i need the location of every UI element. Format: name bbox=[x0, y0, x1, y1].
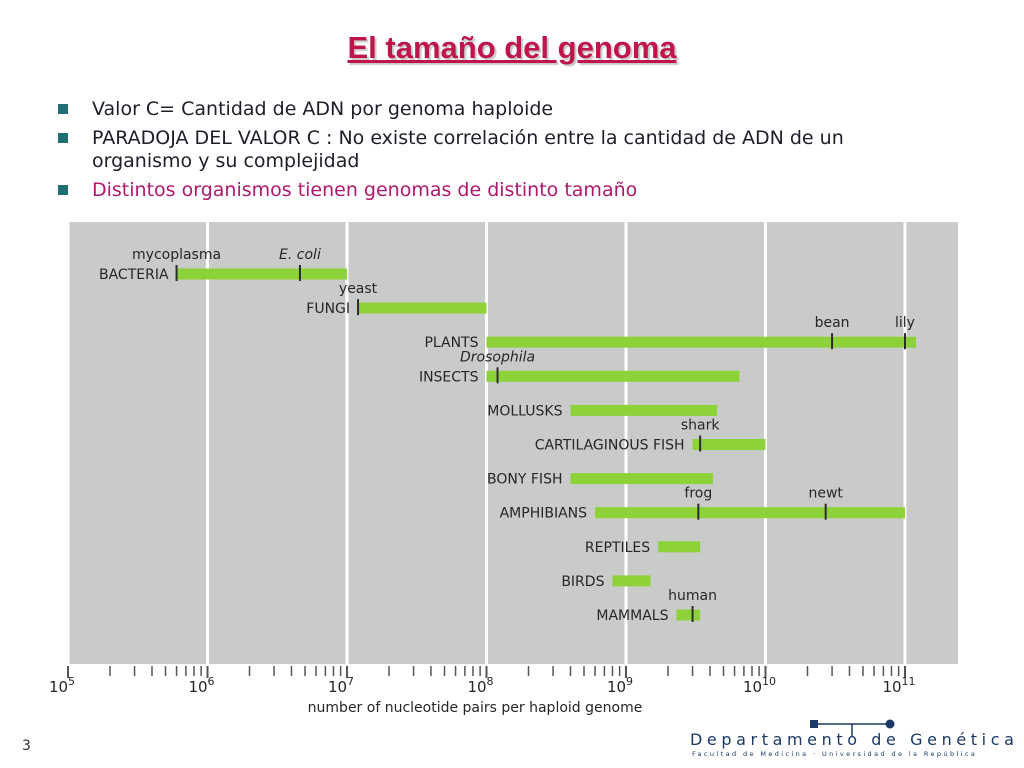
category-label: BONY FISH bbox=[487, 472, 562, 488]
range-bar bbox=[176, 268, 347, 280]
category-label: MAMMALS bbox=[596, 608, 668, 624]
range-bar bbox=[570, 473, 713, 485]
bullet-text: Valor C= Cantidad de ADN por genoma hapl… bbox=[92, 98, 554, 120]
bullet-list: Valor C= Cantidad de ADN por genoma hapl… bbox=[58, 98, 938, 208]
range-bar bbox=[612, 575, 651, 587]
marker-label: E. coli bbox=[279, 247, 321, 263]
category-label: CARTILAGINOUS FISH bbox=[535, 438, 685, 454]
marker-label: human bbox=[668, 588, 717, 604]
range-bar bbox=[570, 404, 718, 416]
department-subtitle: Facultad de Medicina · Universidad de la… bbox=[692, 750, 978, 758]
category-label: REPTILES bbox=[585, 540, 650, 556]
plot-background bbox=[68, 222, 958, 664]
bullet-item: Distintos organismos tienen genomas de d… bbox=[58, 179, 938, 202]
marker-label: newt bbox=[808, 486, 843, 502]
x-tick-label: 1011 bbox=[882, 675, 915, 696]
marker-label: lily bbox=[895, 315, 915, 331]
category-label: FUNGI bbox=[306, 301, 350, 317]
range-bar bbox=[486, 336, 917, 348]
x-tick-label: 109 bbox=[607, 675, 633, 696]
bullet-text: PARADOJA DEL VALOR C : No existe correla… bbox=[92, 127, 844, 172]
department-logo-icon bbox=[810, 719, 895, 736]
slide-title: El tamaño del genoma bbox=[347, 30, 677, 65]
category-label: MOLLUSKS bbox=[487, 403, 562, 419]
x-tick-label: 108 bbox=[467, 675, 493, 696]
x-tick-label: 1010 bbox=[743, 675, 776, 696]
bullet-square-icon bbox=[58, 185, 68, 195]
range-bar bbox=[692, 439, 766, 450]
marker-label: frog bbox=[684, 486, 712, 502]
range-bar bbox=[358, 302, 487, 314]
marker-label: yeast bbox=[339, 281, 378, 297]
category-label: BIRDS bbox=[561, 574, 604, 590]
category-label: PLANTS bbox=[424, 335, 478, 351]
category-label: INSECTS bbox=[419, 369, 479, 385]
x-tick-label: 107 bbox=[328, 675, 354, 696]
x-tick-label: 106 bbox=[188, 675, 214, 696]
bullet-square-icon bbox=[58, 133, 68, 143]
x-tick-label: 105 bbox=[49, 675, 75, 696]
range-bar bbox=[595, 507, 905, 519]
bullet-item: PARADOJA DEL VALOR C : No existe correla… bbox=[58, 127, 938, 173]
range-bar bbox=[658, 541, 701, 553]
marker-label: bean bbox=[815, 315, 850, 331]
bullet-text: Distintos organismos tienen genomas de d… bbox=[92, 179, 638, 201]
bullet-square-icon bbox=[58, 104, 68, 114]
bullet-item: Valor C= Cantidad de ADN por genoma hapl… bbox=[58, 98, 938, 121]
department-name: Departamento de Genética bbox=[690, 730, 1019, 749]
x-axis-label: number of nucleotide pairs per haploid g… bbox=[308, 700, 643, 716]
category-label: BACTERIA bbox=[99, 267, 169, 283]
marker-label: mycoplasma bbox=[132, 247, 221, 263]
marker-label: Drosophila bbox=[460, 349, 535, 365]
range-bar bbox=[486, 370, 740, 382]
marker-label: shark bbox=[681, 418, 721, 434]
page-number: 3 bbox=[22, 738, 31, 754]
range-bar bbox=[676, 609, 701, 621]
category-label: AMPHIBIANS bbox=[500, 506, 588, 522]
